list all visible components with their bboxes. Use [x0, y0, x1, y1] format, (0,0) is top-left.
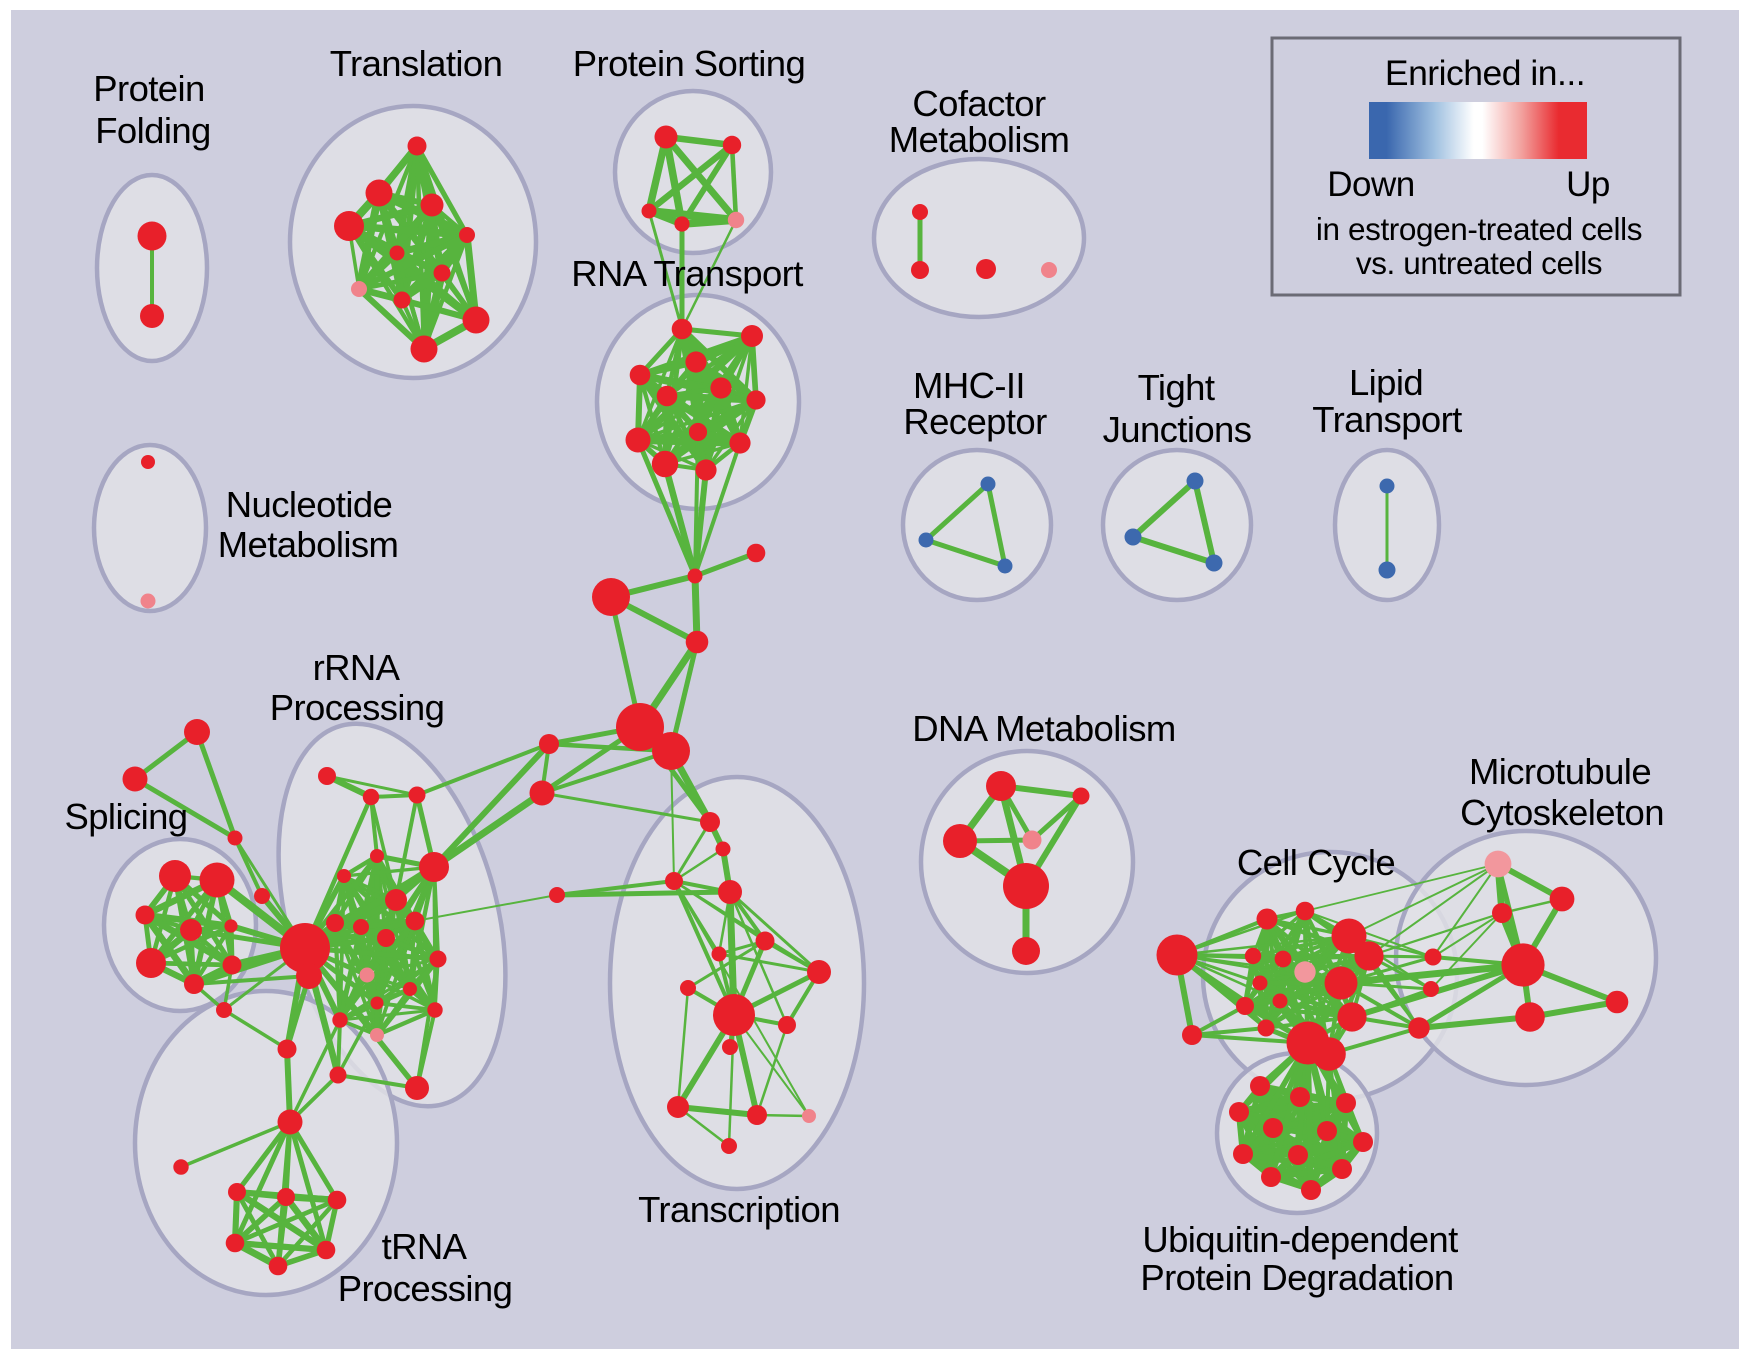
svg-text:Metabolism: Metabolism	[889, 119, 1070, 160]
svg-text:Ubiquitin-dependent: Ubiquitin-dependent	[1142, 1219, 1458, 1260]
svg-text:Transport: Transport	[1312, 399, 1462, 440]
svg-text:Cell Cycle: Cell Cycle	[1237, 842, 1395, 883]
svg-text:Transcription: Transcription	[638, 1189, 840, 1230]
svg-text:Tight: Tight	[1138, 367, 1215, 408]
svg-text:Lipid: Lipid	[1349, 362, 1423, 403]
svg-text:Protein: Protein	[93, 68, 204, 109]
svg-text:Processing: Processing	[270, 687, 445, 728]
svg-text:Protein Sorting: Protein Sorting	[573, 43, 805, 84]
svg-text:Processing: Processing	[338, 1268, 513, 1309]
svg-text:DNA Metabolism: DNA Metabolism	[912, 708, 1175, 749]
svg-text:RNA Transport: RNA Transport	[571, 253, 803, 294]
svg-text:rRNA: rRNA	[313, 647, 401, 688]
svg-text:MHC-II: MHC-II	[913, 365, 1025, 406]
svg-text:Receptor: Receptor	[903, 401, 1047, 442]
svg-text:Cofactor: Cofactor	[912, 83, 1046, 124]
svg-text:Translation: Translation	[330, 43, 503, 84]
svg-text:Enriched in...: Enriched in...	[1385, 53, 1585, 93]
svg-text:Cytoskeleton: Cytoskeleton	[1460, 792, 1664, 833]
svg-text:Up: Up	[1566, 165, 1610, 204]
svg-text:tRNA: tRNA	[382, 1226, 468, 1267]
svg-text:in estrogen-treated cells: in estrogen-treated cells	[1316, 211, 1642, 247]
svg-text:Microtubule: Microtubule	[1469, 751, 1651, 792]
svg-text:Junctions: Junctions	[1103, 409, 1252, 450]
svg-text:Folding: Folding	[95, 110, 211, 151]
svg-text:Down: Down	[1327, 165, 1414, 204]
svg-text:Splicing: Splicing	[64, 796, 187, 837]
svg-text:vs. untreated cells: vs. untreated cells	[1356, 245, 1602, 281]
svg-text:Metabolism: Metabolism	[218, 524, 399, 565]
svg-text:Nucleotide: Nucleotide	[226, 484, 392, 525]
svg-text:Protein Degradation: Protein Degradation	[1140, 1257, 1453, 1298]
